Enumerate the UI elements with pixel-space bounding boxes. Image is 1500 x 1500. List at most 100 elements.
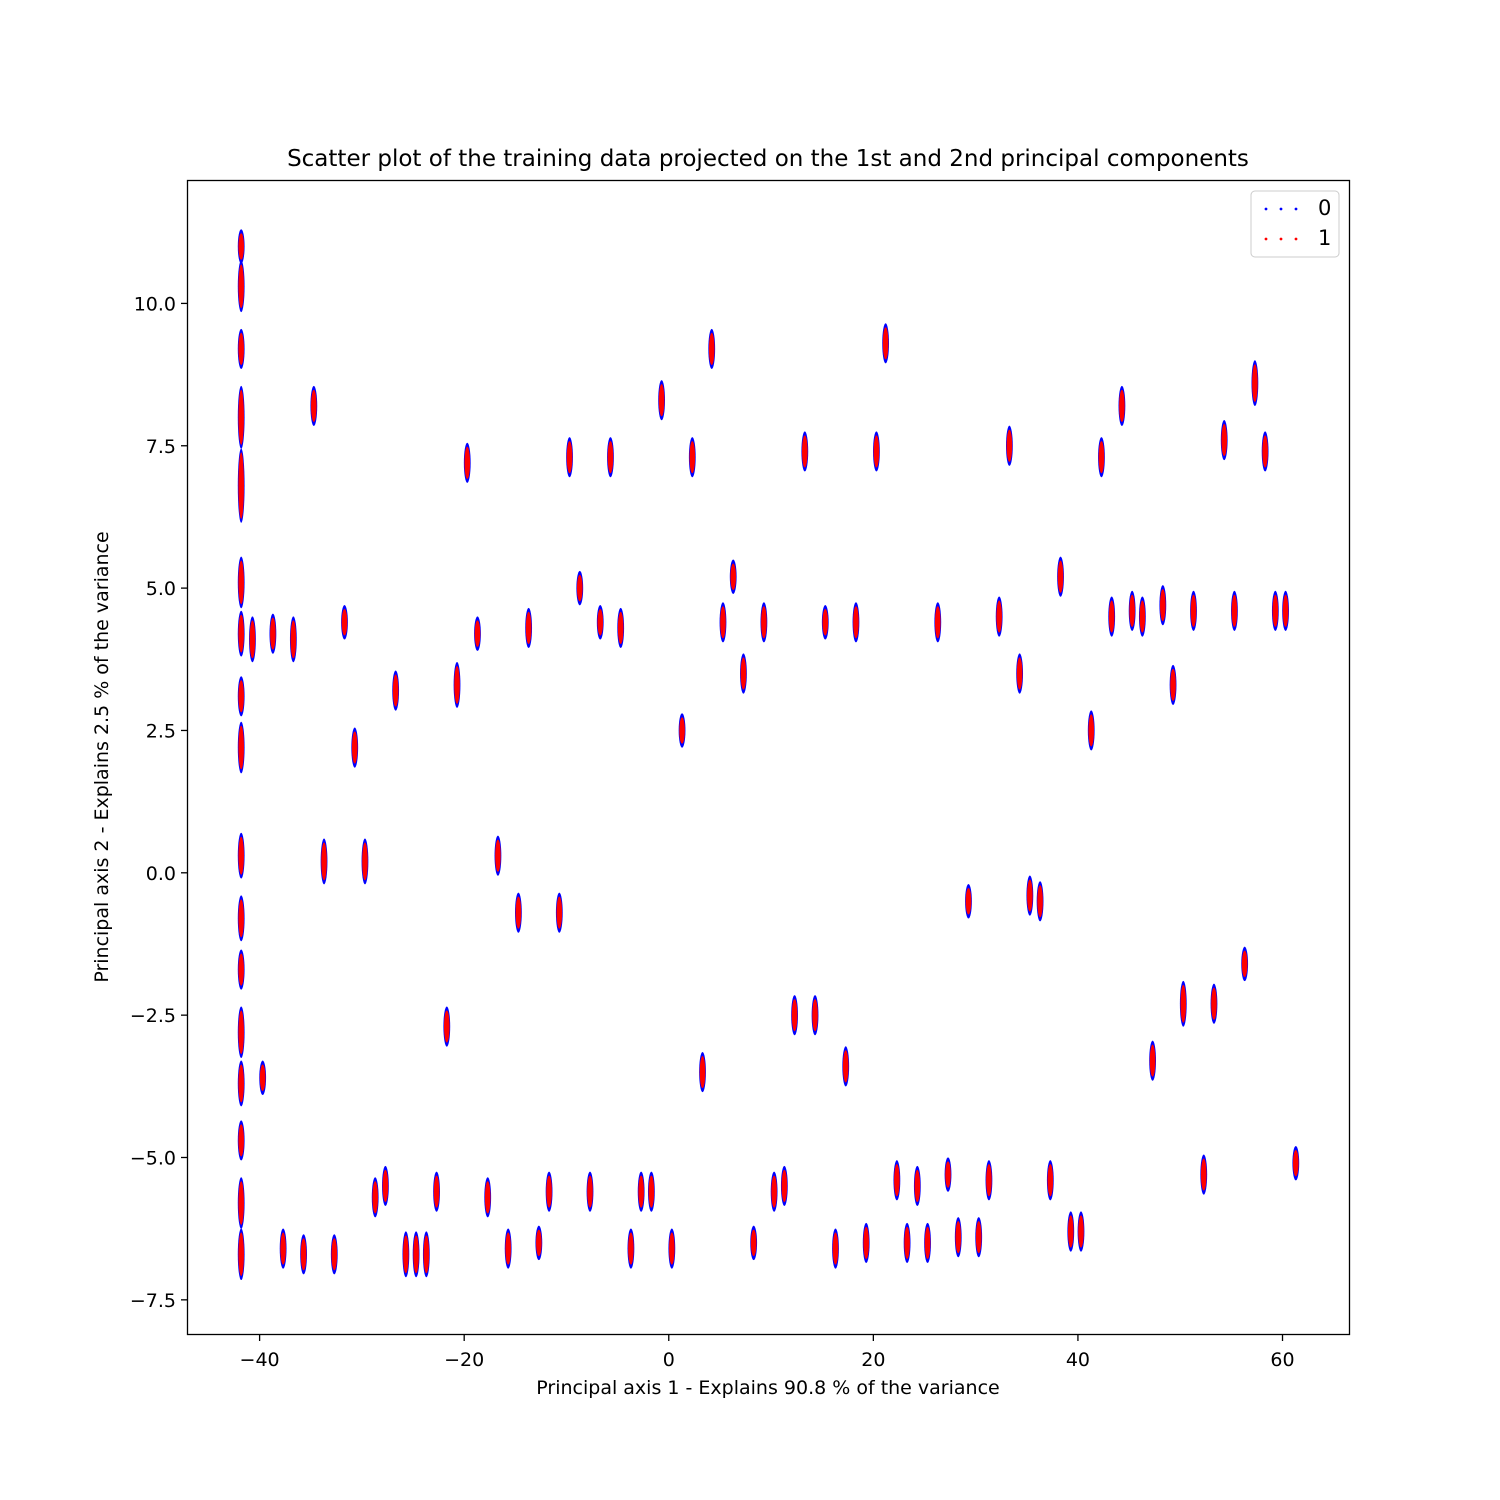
point-cluster xyxy=(750,1225,758,1261)
class-1-points xyxy=(238,1232,244,1277)
class-1-points xyxy=(904,1226,910,1259)
point-cluster xyxy=(811,995,819,1036)
point-cluster xyxy=(1077,1211,1085,1252)
class-1-points xyxy=(1180,984,1187,1023)
point-cluster xyxy=(443,1006,451,1047)
point-cluster xyxy=(1220,419,1228,461)
y-tick-label: 2.5 xyxy=(146,720,176,742)
point-cluster xyxy=(237,328,245,370)
class-1-points xyxy=(832,1232,839,1265)
point-cluster xyxy=(668,1228,676,1269)
point-cluster xyxy=(596,605,604,640)
class-1-points xyxy=(238,389,244,445)
point-cluster xyxy=(1241,946,1249,982)
class-1-points xyxy=(270,617,276,650)
class-1-points xyxy=(853,606,859,639)
point-cluster xyxy=(924,1222,931,1263)
class-1-points xyxy=(975,1221,982,1254)
point-cluster xyxy=(893,1160,901,1201)
y-tick-label: −7.5 xyxy=(130,1290,176,1312)
point-cluster xyxy=(1159,585,1167,626)
point-cluster xyxy=(1169,664,1177,705)
class-1-points xyxy=(1200,1158,1207,1191)
class-1-points xyxy=(331,1238,338,1271)
class-1-points xyxy=(812,999,818,1032)
class-1-points xyxy=(238,836,244,875)
class-1-points xyxy=(1016,657,1023,690)
legend-label-1: 1 xyxy=(1318,226,1331,250)
class-1-points xyxy=(423,1235,430,1274)
point-cluster xyxy=(1036,881,1044,922)
y-tick-label: 10.0 xyxy=(134,293,176,315)
class-1-points xyxy=(1057,560,1064,593)
class-1-points xyxy=(802,435,808,468)
point-cluster xyxy=(647,1171,655,1212)
point-cluster xyxy=(699,1052,706,1093)
class-1-points xyxy=(238,560,244,605)
class-1-points xyxy=(1098,441,1105,474)
point-cluster xyxy=(237,949,245,990)
point-cluster xyxy=(658,380,666,421)
class-1-points xyxy=(1241,950,1248,978)
legend: 0 1 xyxy=(1250,190,1340,258)
class-1-points xyxy=(1272,594,1279,627)
legend-marker-1 xyxy=(1264,237,1298,241)
x-tick-label: 40 xyxy=(1066,1349,1090,1371)
point-cluster xyxy=(382,1165,389,1207)
point-cluster xyxy=(1271,590,1279,631)
legend-dot xyxy=(1264,207,1268,211)
class-1-points xyxy=(1139,600,1146,633)
point-cluster xyxy=(832,1228,839,1269)
class-1-points xyxy=(986,1164,992,1197)
class-1-points xyxy=(536,1229,542,1257)
point-cluster xyxy=(954,1217,962,1258)
point-cluster xyxy=(289,616,297,663)
point-cluster xyxy=(237,721,245,774)
class-1-points xyxy=(464,446,471,479)
class-1-points xyxy=(740,657,747,690)
point-cluster xyxy=(975,1217,983,1258)
class-1-points xyxy=(454,665,460,704)
class-1-points xyxy=(771,1175,777,1208)
y-tick-label: −2.5 xyxy=(130,1005,176,1027)
class-1-points xyxy=(403,1235,409,1274)
x-tick-label: −40 xyxy=(240,1349,280,1371)
point-cluster xyxy=(237,676,245,717)
class-1-points xyxy=(1119,389,1125,422)
class-1-points xyxy=(658,384,665,417)
point-cluster xyxy=(1261,431,1269,472)
class-1-points xyxy=(1252,364,1258,403)
point-cluster xyxy=(392,670,400,711)
point-cluster xyxy=(1098,437,1105,478)
x-tick-label: −20 xyxy=(444,1349,484,1371)
point-cluster xyxy=(913,1165,921,1207)
point-cluster xyxy=(842,1046,850,1087)
class-1-points xyxy=(1129,594,1135,627)
class-1-points xyxy=(1160,589,1166,622)
point-cluster xyxy=(422,1231,430,1278)
point-cluster xyxy=(514,892,522,933)
class-1-points xyxy=(965,888,972,915)
legend-marker-0 xyxy=(1264,207,1298,211)
class-1-points xyxy=(280,1232,286,1265)
point-cluster xyxy=(1057,556,1064,597)
class-1-points xyxy=(1108,600,1115,633)
x-tick-label: 0 xyxy=(663,1349,675,1371)
point-cluster xyxy=(330,1234,338,1275)
point-cluster xyxy=(688,437,696,478)
x-axis-label: Principal axis 1 - Explains 90.8 % of th… xyxy=(536,1377,999,1399)
point-cluster xyxy=(1016,653,1024,694)
legend-dot xyxy=(1264,237,1268,241)
class-1-points xyxy=(392,674,399,707)
point-cluster xyxy=(1118,385,1126,426)
point-cluster xyxy=(1128,590,1136,631)
class-1-points xyxy=(238,1181,244,1225)
point-cluster xyxy=(729,559,737,594)
point-cluster xyxy=(607,437,614,478)
chart-title: Scatter plot of the training data projec… xyxy=(287,146,1249,172)
class-1-points xyxy=(1067,1215,1074,1248)
class-1-points xyxy=(679,717,685,744)
point-cluster xyxy=(1292,1145,1300,1181)
class-1-points xyxy=(300,1238,307,1271)
point-cluster xyxy=(627,1228,635,1269)
